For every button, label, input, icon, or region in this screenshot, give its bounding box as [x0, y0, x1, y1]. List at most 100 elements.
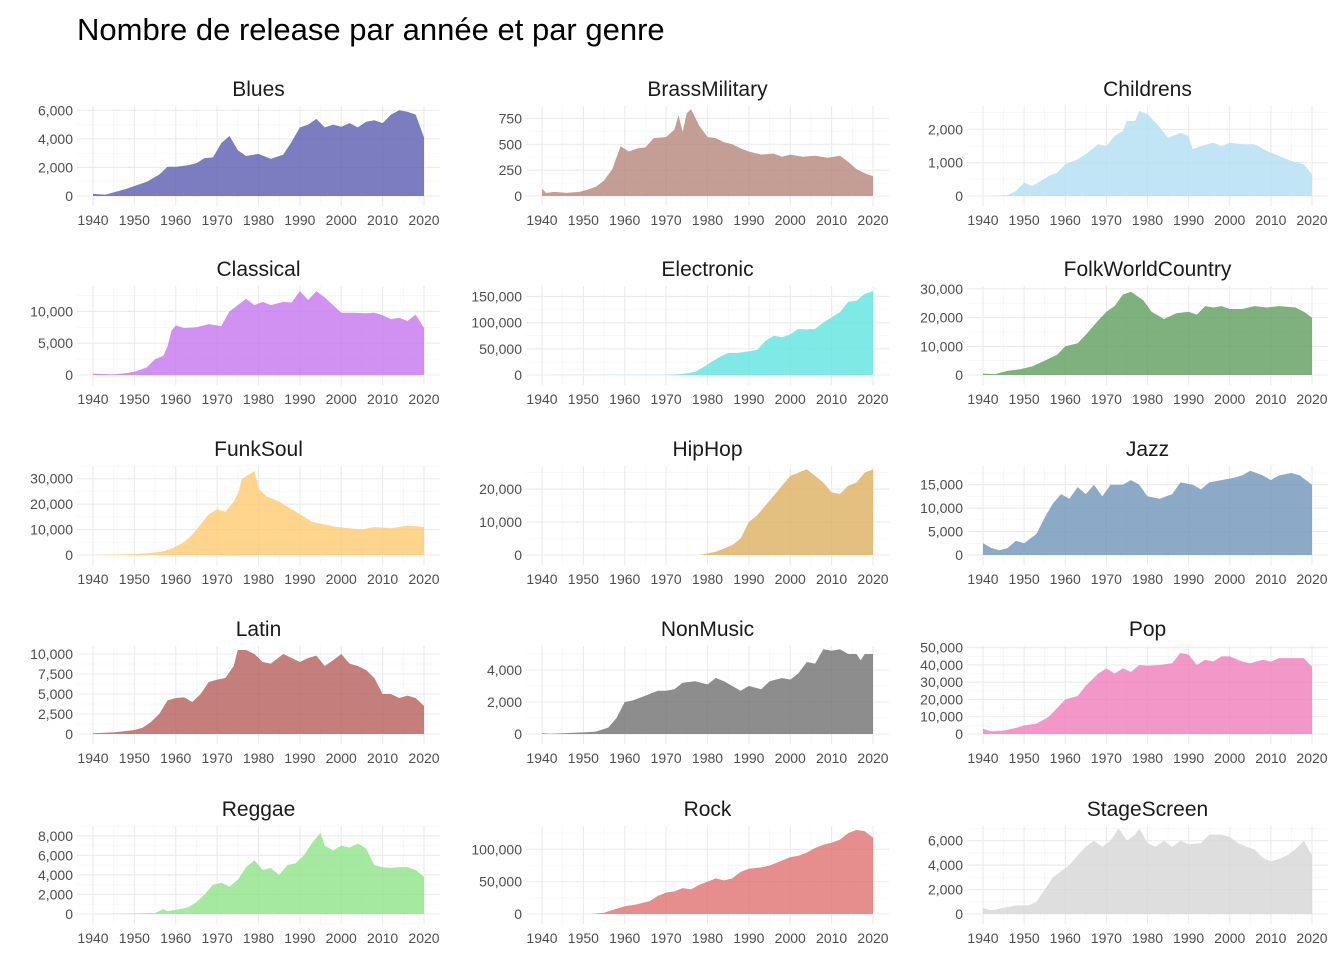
panel-folkworldcountry: 1940 1950 1960 1970 1980 1990 2000 2010 2020 0 10,… — [920, 258, 1328, 407]
y-tick-label: 0 — [955, 726, 963, 742]
y-tick-label: 10,000 — [920, 500, 963, 516]
x-tick-label: 1950 — [119, 571, 150, 587]
x-tick-label: 1970 — [651, 212, 682, 228]
x-tick-label: 1950 — [1009, 212, 1040, 228]
x-tick-label: 2010 — [1255, 930, 1286, 946]
y-tick-label: 150,000 — [471, 288, 522, 304]
x-tick-label: 1970 — [651, 930, 682, 946]
area-series-blues — [93, 110, 424, 196]
x-tick-label: 1950 — [119, 930, 150, 946]
x-tick-label: 1990 — [733, 571, 764, 587]
x-tick-label: 1970 — [651, 750, 682, 766]
y-tick-label: 0 — [65, 367, 73, 383]
x-tick-label: 2020 — [408, 930, 439, 946]
area-series-reggae — [93, 832, 424, 914]
panel-title: FolkWorldCountry — [1064, 258, 1232, 281]
panel-title: Latin — [236, 618, 282, 641]
panel-funksoul: 1940 1950 1960 1970 1980 1990 2000 2010 2020 0 10,… — [30, 438, 440, 587]
x-tick-label: 2020 — [1296, 571, 1327, 587]
x-tick-label: 1950 — [1009, 391, 1040, 407]
y-tick-label: 0 — [65, 726, 73, 742]
x-tick-label: 1960 — [160, 212, 191, 228]
x-tick-label: 1970 — [202, 750, 233, 766]
panel-childrens: 1940 1950 1960 1970 1980 1990 2000 2010 2020 0 1,0… — [928, 78, 1328, 228]
y-tick-label: 8,000 — [38, 828, 73, 844]
panel-title: BrassMilitary — [647, 78, 768, 101]
x-tick-label: 1990 — [733, 391, 764, 407]
x-tick-label: 1980 — [692, 212, 723, 228]
x-tick-label: 1980 — [243, 750, 274, 766]
x-tick-label: 2010 — [816, 930, 847, 946]
x-tick-label: 1970 — [1091, 750, 1122, 766]
x-tick-label: 2020 — [857, 930, 888, 946]
y-tick-label: 0 — [514, 906, 522, 922]
x-tick-label: 1950 — [119, 391, 150, 407]
x-tick-label: 1970 — [1091, 391, 1122, 407]
x-tick-label: 2000 — [775, 750, 806, 766]
x-tick-label: 1960 — [609, 391, 640, 407]
panel-hiphop: 1940 1950 1960 1970 1980 1990 2000 2010 2020 0 10,… — [479, 438, 889, 587]
x-tick-label: 1970 — [1091, 571, 1122, 587]
panel-stagescreen: 1940 1950 1960 1970 1980 1990 2000 2010 2020 0 2,0… — [928, 798, 1328, 946]
area-series-brassmilitary — [542, 109, 873, 196]
area-series-stagescreen — [983, 828, 1312, 914]
y-tick-label: 100,000 — [471, 315, 522, 331]
panel-electronic: 1940 1950 1960 1970 1980 1990 2000 2010 2020 0 50,… — [471, 258, 889, 407]
x-tick-label: 1980 — [1132, 391, 1163, 407]
x-tick-label: 1960 — [609, 750, 640, 766]
panel-reggae: 1940 1950 1960 1970 1980 1990 2000 2010 2020 0 2,0… — [38, 798, 440, 946]
panel-title: Jazz — [1126, 438, 1169, 461]
x-tick-label: 1950 — [568, 750, 599, 766]
panel-pop: 1940 1950 1960 1970 1980 1990 2000 2010 2020 010,… — [920, 618, 1328, 766]
area-series-funksoul — [93, 471, 424, 555]
x-tick-label: 1980 — [1132, 930, 1163, 946]
y-tick-label: 100,000 — [471, 841, 522, 857]
x-tick-label: 1970 — [202, 212, 233, 228]
x-tick-label: 2000 — [326, 571, 357, 587]
y-tick-label: 30,000 — [30, 471, 73, 487]
x-tick-label: 1940 — [77, 391, 108, 407]
y-tick-label: 0 — [955, 906, 963, 922]
panel-brassmilitary: 1940 1950 1960 1970 1980 1990 2000 2010 2020 0 250… — [499, 78, 889, 228]
x-tick-label: 2000 — [775, 930, 806, 946]
x-tick-label: 1980 — [243, 391, 274, 407]
x-tick-label: 1990 — [284, 212, 315, 228]
panel-title: Reggae — [222, 798, 296, 821]
y-tick-label: 5,000 — [38, 686, 73, 702]
x-tick-label: 1970 — [202, 391, 233, 407]
area-series-classical — [93, 291, 424, 375]
x-tick-label: 1940 — [77, 571, 108, 587]
x-tick-label: 1990 — [284, 571, 315, 587]
x-tick-label: 2010 — [367, 930, 398, 946]
x-tick-label: 1940 — [77, 930, 108, 946]
area-series-jazz — [983, 470, 1312, 555]
y-tick-label: 0 — [514, 188, 522, 204]
panel-title: Blues — [232, 78, 285, 101]
x-tick-label: 2000 — [775, 212, 806, 228]
area-series-pop — [983, 652, 1312, 734]
panel-title: StageScreen — [1087, 798, 1208, 821]
panel-nonmusic: 1940 1950 1960 1970 1980 1990 2000 2010 2020 0 2,0… — [487, 618, 889, 766]
y-tick-label: 20,000 — [479, 481, 522, 497]
x-tick-label: 2000 — [1214, 930, 1245, 946]
x-tick-label: 1980 — [1132, 571, 1163, 587]
x-tick-label: 1950 — [1009, 930, 1040, 946]
x-tick-label: 1960 — [1050, 571, 1081, 587]
x-tick-label: 2010 — [367, 571, 398, 587]
y-tick-label: 750 — [499, 110, 523, 126]
x-tick-label: 1950 — [1009, 750, 1040, 766]
y-tick-label: 4,000 — [487, 662, 522, 678]
x-tick-label: 1980 — [243, 212, 274, 228]
x-tick-label: 1940 — [526, 750, 557, 766]
panel-title: FunkSoul — [214, 438, 303, 461]
x-tick-label: 1960 — [160, 930, 191, 946]
y-tick-label: 30,000 — [920, 281, 963, 297]
x-tick-label: 1950 — [568, 391, 599, 407]
x-tick-label: 2010 — [1255, 212, 1286, 228]
y-tick-label: 0 — [955, 547, 963, 563]
panel-blues: 1940 1950 1960 1970 1980 1990 2000 2010 2020 0 2,0… — [38, 78, 440, 228]
x-tick-label: 1990 — [1173, 391, 1204, 407]
panel-classical: 1940 1950 1960 1970 1980 1990 2000 2010 2020 0 5,0… — [30, 258, 440, 407]
y-tick-label: 10,000 — [920, 338, 963, 354]
